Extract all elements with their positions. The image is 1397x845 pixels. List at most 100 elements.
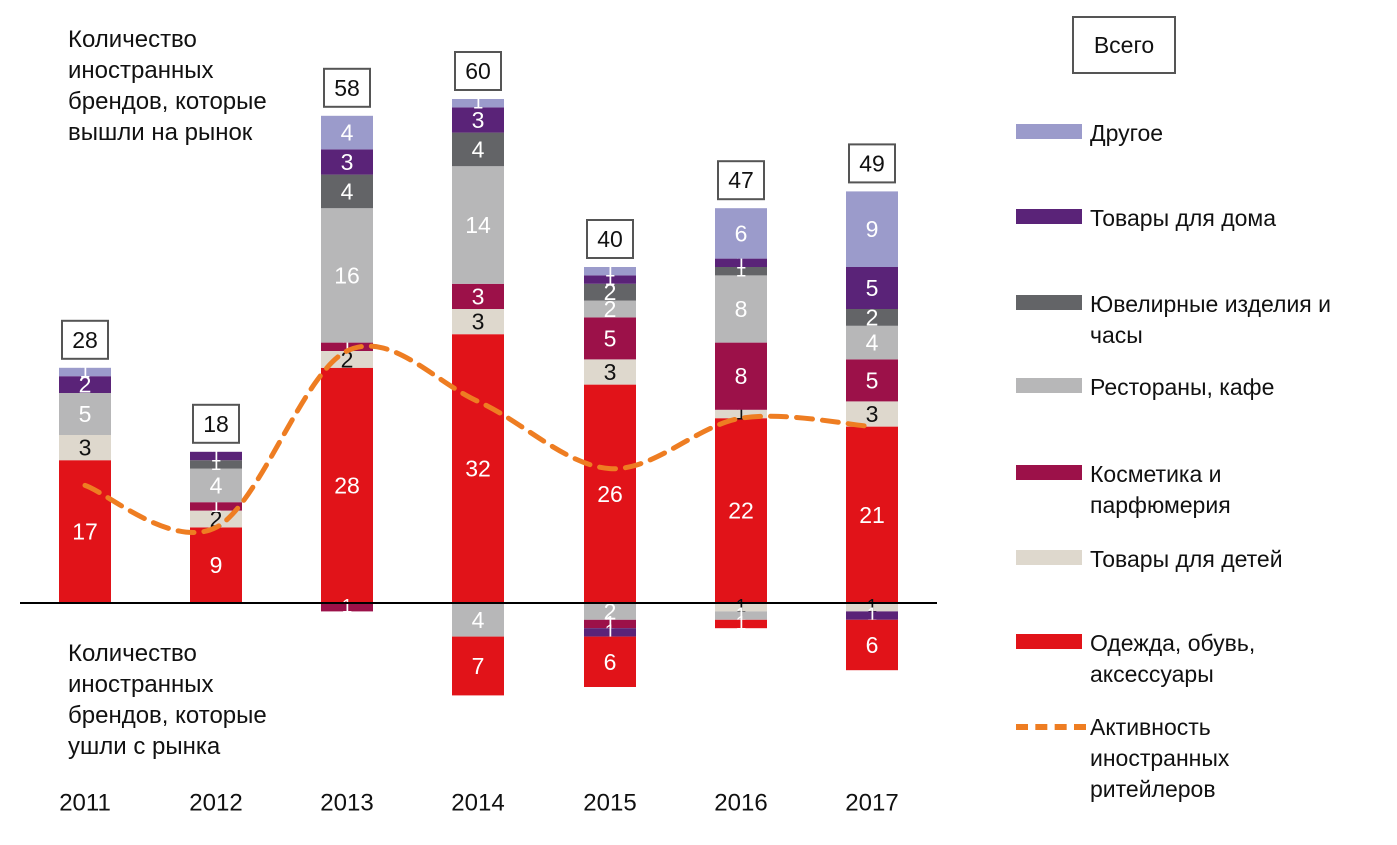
data-label: 1: [605, 269, 616, 290]
total-legend-box: Всего: [1072, 16, 1176, 74]
data-label: 5: [866, 367, 879, 393]
total-label: 49: [859, 150, 885, 176]
legend-swatch: [1016, 124, 1082, 139]
data-label: 3: [472, 309, 485, 335]
bar-segment-exit-cosmetics: [584, 619, 636, 629]
data-label: 4: [472, 136, 485, 162]
bar-segment-restaurants: [715, 275, 767, 343]
bar-segment-jewelry: [321, 174, 373, 209]
bar-segment-exit-home: [584, 628, 636, 637]
total-box: [848, 143, 896, 184]
bar-segment-kids: [59, 435, 111, 461]
total-box: [323, 67, 371, 108]
data-label: 1: [867, 597, 878, 618]
bar-segment-exit-clothing: [715, 619, 767, 629]
data-label: 1: [605, 622, 616, 643]
data-label: 4: [472, 607, 485, 633]
data-label: 8: [735, 296, 748, 322]
bar-segment-home: [321, 149, 373, 175]
bar-segment-clothing: [584, 384, 636, 603]
bar-segment-other: [59, 367, 111, 377]
stacked-bar-chart: 1735212820119214111820122821164341582013…: [20, 51, 937, 817]
bar-segment-jewelry: [846, 309, 898, 326]
data-label: 5: [866, 275, 879, 301]
data-label: 3: [79, 435, 92, 461]
bar-segment-clothing: [321, 367, 373, 603]
total-box: [192, 403, 240, 444]
bar-segment-restaurants: [846, 325, 898, 360]
legend-label: Товары для детей: [1090, 546, 1283, 572]
data-label: 21: [859, 502, 885, 528]
bar-segment-other: [452, 99, 504, 108]
x-tick-label: 2017: [845, 790, 898, 817]
data-label: 6: [866, 632, 879, 658]
bar-segment-kids: [452, 309, 504, 335]
data-label: 26: [597, 481, 623, 507]
bar-segment-exit-restaurants: [584, 603, 636, 620]
data-label: 2: [341, 346, 354, 372]
data-label: 1: [736, 261, 747, 282]
bar-segment-other: [846, 191, 898, 267]
data-label: 1: [342, 336, 353, 357]
bar-segment-jewelry: [715, 267, 767, 276]
data-label: 4: [341, 178, 354, 204]
legend-swatch: [1016, 465, 1082, 480]
data-label: 14: [465, 212, 491, 238]
bar-segment-restaurants: [190, 468, 242, 503]
bar-segment-restaurants: [452, 166, 504, 284]
legend-label: Ювелирные изделия и часы: [1090, 291, 1331, 348]
legend-dashed-line: [1016, 724, 1086, 730]
total-label: 47: [728, 167, 754, 193]
bar-segment-other: [584, 267, 636, 276]
total-label: 58: [334, 75, 360, 101]
bar-segment-exit-kids: [715, 603, 767, 612]
data-label: 2: [866, 304, 879, 330]
activity-line: [82, 343, 875, 536]
bar-segment-exit-clothing: [584, 636, 636, 687]
x-tick-label: 2011: [59, 790, 111, 817]
bar-segment-restaurants: [59, 393, 111, 435]
data-label: 4: [866, 330, 879, 356]
total-box: [454, 51, 502, 91]
bar-segment-home: [846, 267, 898, 309]
bar-segment-home: [584, 275, 636, 284]
data-label: 22: [728, 498, 754, 524]
data-label: 2: [604, 598, 617, 624]
legend-label: Товары для дома: [1090, 205, 1277, 231]
data-label: 1: [736, 252, 747, 273]
bar-segment-kids: [584, 359, 636, 385]
total-label: 28: [72, 327, 98, 353]
legend-swatch: [1016, 295, 1082, 310]
bar-segment-exit-clothing: [846, 619, 898, 671]
data-label: 1: [867, 605, 878, 626]
data-label: 8: [735, 363, 748, 389]
data-label: 1: [211, 446, 222, 467]
data-label: 7: [472, 653, 485, 679]
bar-segment-home: [59, 376, 111, 393]
bar-segment-home: [452, 107, 504, 133]
data-label: 2: [604, 296, 617, 322]
data-label: 32: [465, 456, 491, 482]
data-label: 9: [866, 216, 879, 242]
data-label: 5: [604, 325, 617, 351]
bar-segment-home: [715, 258, 767, 267]
bar-segment-restaurants: [584, 300, 636, 318]
bar-segment-cosmetics: [190, 502, 242, 511]
legend-label: Активность иностранных ритейлеров: [1090, 714, 1230, 802]
data-label: 1: [473, 93, 484, 114]
bar-segment-exit-kids: [846, 603, 898, 612]
data-label: 1: [605, 614, 616, 635]
data-label: 3: [341, 149, 354, 175]
legend-label: Рестораны, кафе: [1090, 374, 1275, 400]
bar-segment-clothing: [846, 426, 898, 603]
x-tick-label: 2012: [189, 790, 242, 817]
bar-segment-restaurants: [321, 208, 373, 343]
legend-swatch: [1016, 209, 1082, 224]
bar-segment-cosmetics: [452, 283, 504, 309]
data-label: 5: [79, 401, 92, 427]
data-label: 4: [210, 472, 223, 498]
data-label: 28: [334, 472, 360, 498]
bar-segment-clothing: [190, 527, 242, 603]
bar-segment-exit-cosmetics: [321, 603, 373, 612]
bar-segment-jewelry: [584, 283, 636, 301]
